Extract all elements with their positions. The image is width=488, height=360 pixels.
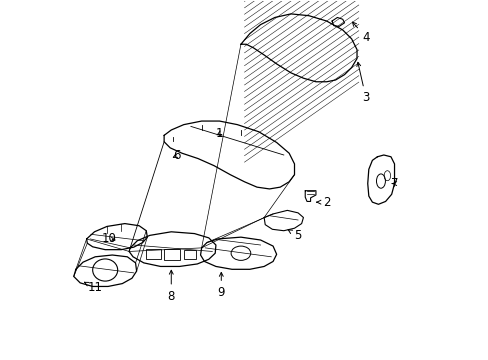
Text: 4: 4: [352, 22, 369, 44]
Text: 11: 11: [84, 282, 102, 294]
Text: 7: 7: [391, 177, 398, 190]
Text: 2: 2: [316, 195, 330, 209]
Text: 1: 1: [215, 127, 223, 140]
Text: 9: 9: [217, 273, 224, 299]
Text: 8: 8: [167, 270, 175, 303]
Text: 5: 5: [287, 229, 301, 242]
Text: 6: 6: [173, 149, 180, 162]
Text: 3: 3: [356, 62, 369, 104]
Text: 10: 10: [102, 233, 117, 246]
